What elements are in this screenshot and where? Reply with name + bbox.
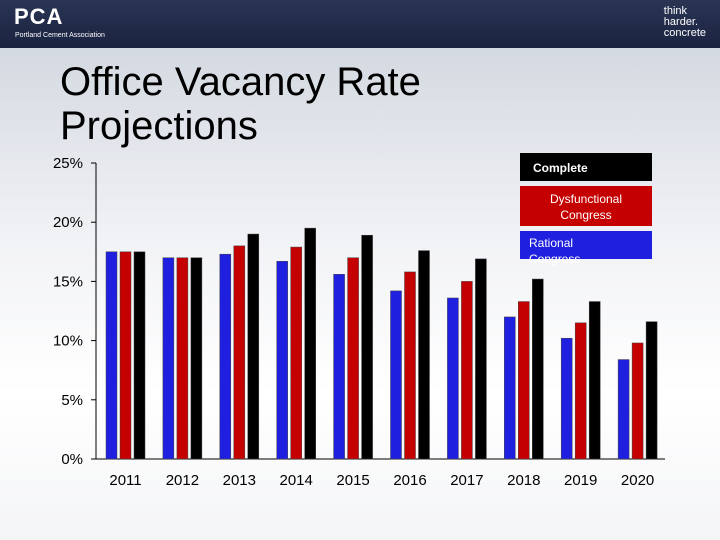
bar-rational-congress xyxy=(560,337,573,460)
bar-complete xyxy=(645,321,658,460)
bar-rational-congress xyxy=(333,274,345,460)
x-tick-label: 2011 xyxy=(109,472,141,489)
bar-dysfunctional-congress xyxy=(631,342,644,460)
x-tick-label: 2014 xyxy=(280,472,313,489)
bar-complete xyxy=(475,258,487,460)
bar-rational-congress xyxy=(390,290,402,460)
bar-complete xyxy=(588,301,601,460)
bar-rational-congress xyxy=(276,261,288,460)
bar-complete xyxy=(247,233,260,460)
x-tick-label: 2019 xyxy=(564,472,597,489)
x-tick-label: 2015 xyxy=(336,472,369,489)
pca-logo: PCA xyxy=(14,4,64,29)
x-tick-label: 2016 xyxy=(393,472,426,489)
y-tick-label: 20% xyxy=(53,214,83,231)
header-bar: PCA Portland Cement Association think ha… xyxy=(0,0,720,48)
tagline-line-2: harder. xyxy=(663,16,699,28)
bar-rational-congress xyxy=(105,251,118,460)
bar-complete xyxy=(133,251,146,460)
y-tick-label: 15% xyxy=(53,273,83,290)
legend-label: Congress xyxy=(560,208,611,222)
tagline-line-1: think xyxy=(663,5,688,17)
legend-swatch-dysfunctional-congress xyxy=(520,186,652,226)
x-tick-label: 2020 xyxy=(621,472,654,489)
slide-title: Office Vacancy Rate Projections xyxy=(60,60,480,148)
x-tick-label: 2018 xyxy=(507,472,540,489)
bar-dysfunctional-congress xyxy=(404,271,416,460)
bar-dysfunctional-congress xyxy=(119,251,132,460)
legend-label: Complete xyxy=(533,161,588,175)
bar-dysfunctional-congress xyxy=(574,322,587,460)
bar-dysfunctional-congress xyxy=(290,246,302,460)
y-tick-label: 0% xyxy=(61,451,83,468)
y-tick-label: 10% xyxy=(53,333,83,350)
bar-dysfunctional-congress xyxy=(461,281,473,460)
bar-complete xyxy=(361,234,373,460)
title-line-1: Office Vacancy Rate xyxy=(60,60,421,104)
bar-rational-congress xyxy=(504,316,516,460)
legend-label: Rational xyxy=(529,236,573,250)
bar-rational-congress xyxy=(617,359,630,460)
x-tick-label: 2013 xyxy=(223,472,256,489)
legend-swatch-complete xyxy=(520,153,652,181)
bar-rational-congress xyxy=(162,257,175,460)
x-tick-label: 2012 xyxy=(166,472,199,489)
y-tick-label: 25% xyxy=(53,155,83,172)
title-line-2: Projections xyxy=(60,104,258,148)
bar-rational-congress xyxy=(219,253,232,460)
x-tick-label: 2017 xyxy=(450,472,483,489)
bar-dysfunctional-congress xyxy=(176,257,189,460)
bar-complete xyxy=(532,278,544,460)
bar-rational-congress xyxy=(447,297,459,460)
bar-dysfunctional-congress xyxy=(233,245,246,460)
bar-complete xyxy=(304,227,316,460)
pca-logo-subtitle: Portland Cement Association xyxy=(15,32,105,39)
bar-complete xyxy=(190,257,203,460)
legend-swatch-rational-congress xyxy=(520,231,652,259)
y-tick-label: 5% xyxy=(61,392,83,409)
bar-complete xyxy=(418,250,430,460)
legend-label: Dysfunctional xyxy=(550,192,622,206)
tagline: think harder. concrete xyxy=(664,6,706,39)
tagline-line-3: concrete xyxy=(663,27,706,39)
legend-label: Congress xyxy=(529,252,580,266)
bar-dysfunctional-congress xyxy=(347,257,359,460)
bar-dysfunctional-congress xyxy=(518,301,530,460)
